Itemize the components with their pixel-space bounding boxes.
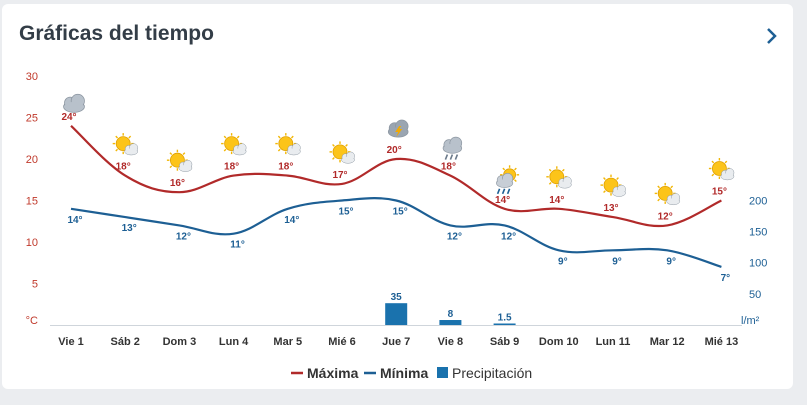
- min-temp-label: 14°: [67, 215, 82, 226]
- y-right-tick: 100: [749, 258, 767, 270]
- x-tick-label: Dom 3: [163, 336, 197, 348]
- y-left-tick: 30: [26, 71, 38, 83]
- storm-icon: [387, 119, 409, 138]
- x-tick-label: Mar 12: [650, 336, 685, 348]
- x-tick-label: Lun 11: [596, 336, 631, 348]
- y-right-unit: l/m²: [741, 315, 760, 327]
- min-temp-label: 9°: [612, 256, 622, 267]
- x-tick-label: Sáb 9: [490, 336, 519, 348]
- max-temp-label: 16°: [170, 178, 185, 189]
- min-temp-label: 15°: [338, 207, 353, 218]
- y-axis-right: 200 150 100 50 l/m²: [741, 195, 767, 327]
- data-labels: 24° 18° 16° 18° 18° 17° 20° 18° 14° 14° 13° 12° 15° 1…: [61, 112, 730, 324]
- sun-cloud-icon: [166, 149, 193, 172]
- min-temp-label: 12°: [176, 231, 191, 242]
- sun-cloud-icon: [600, 174, 626, 197]
- precip-label: 8: [448, 309, 454, 320]
- y-left-unit: °C: [26, 315, 38, 327]
- min-temp-label: 15°: [393, 207, 408, 218]
- max-temp-label: 14°: [549, 195, 564, 206]
- max-temp-label: 18°: [278, 162, 293, 173]
- max-temp-label: 18°: [116, 162, 131, 173]
- sun-cloud-icon: [221, 133, 247, 156]
- max-temp-label: 18°: [441, 162, 456, 173]
- x-tick-label: Jue 7: [382, 336, 410, 348]
- x-tick-label: Mié 6: [328, 336, 356, 348]
- page-title: Gráficas del tiempo: [19, 22, 214, 45]
- max-temp-label: 13°: [603, 203, 618, 214]
- y-left-tick: 10: [26, 237, 38, 249]
- min-temp-label: 7°: [721, 273, 731, 284]
- y-right-tick: 150: [749, 227, 767, 239]
- rain-cloud-icon: [442, 136, 463, 160]
- legend-precip-swatch: [437, 367, 448, 378]
- min-temp-label: 13°: [122, 223, 137, 234]
- x-tick-label: Dom 10: [539, 336, 579, 348]
- max-temp-label: 14°: [495, 195, 510, 206]
- y-left-tick: 25: [26, 113, 38, 125]
- cloudy-icon: [63, 93, 85, 113]
- x-axis-labels: Vie 1 Sáb 2 Dom 3 Lun 4 Mar 5 Mié 6 Jue 7 Vie 8…: [58, 336, 738, 348]
- min-temp-label: 9°: [666, 256, 676, 267]
- x-tick-label: Vie 8: [438, 336, 464, 348]
- sun-rain-icon: [496, 165, 520, 195]
- y-axis-left: 30 25 20 15 10 5 °C: [26, 71, 742, 327]
- min-temp-label: 9°: [558, 256, 568, 267]
- max-temp-label: 24°: [61, 112, 76, 123]
- max-temp-line: [70, 124, 722, 228]
- sun-cloud-icon: [329, 141, 355, 164]
- max-temp-label: 20°: [387, 145, 402, 156]
- sun-cloud-icon: [546, 166, 572, 189]
- y-right-tick: 50: [749, 289, 761, 301]
- y-left-tick: 20: [26, 154, 38, 166]
- precip-bar: [493, 323, 516, 325]
- min-temp-label: 12°: [501, 231, 516, 242]
- sun-cloud-icon: [708, 158, 735, 181]
- legend-max-label: Máxima: [307, 365, 359, 381]
- precip-label: 1.5: [498, 313, 512, 324]
- max-temp-label: 15°: [712, 187, 727, 198]
- max-temp-label: 17°: [332, 170, 347, 181]
- min-temp-label: 14°: [284, 215, 299, 226]
- legend-precip-label: Precipitación: [452, 365, 532, 381]
- legend-min-label: Mínima: [380, 365, 428, 381]
- max-temp-label: 18°: [224, 162, 239, 173]
- min-temp-label: 11°: [230, 240, 245, 251]
- precip-bar: [439, 320, 462, 325]
- y-right-tick: 200: [749, 195, 767, 207]
- sun-cloud-icon: [112, 133, 139, 156]
- chart-legend: Máxima Mínima Precipitación: [291, 365, 532, 381]
- max-temp-label: 12°: [658, 211, 673, 222]
- chevron-right-icon[interactable]: [762, 24, 782, 48]
- precip-bars: [385, 303, 516, 325]
- x-tick-label: Mar 5: [273, 336, 302, 348]
- min-temp-label: 12°: [447, 231, 462, 242]
- precip-label: 35: [391, 292, 403, 303]
- temp-lines: [70, 124, 722, 268]
- x-tick-label: Lun 4: [219, 336, 249, 348]
- y-left-tick: 15: [26, 196, 38, 208]
- x-tick-label: Sáb 2: [111, 336, 140, 348]
- y-left-tick: 5: [32, 279, 38, 291]
- sun-cloud-icon: [654, 182, 681, 206]
- weather-icons: [63, 93, 735, 206]
- x-tick-label: Mié 13: [705, 336, 739, 348]
- min-temp-line: [70, 197, 722, 268]
- x-tick-label: Vie 1: [58, 336, 84, 348]
- sun-cloud-icon: [275, 133, 301, 156]
- precip-bar: [385, 303, 408, 325]
